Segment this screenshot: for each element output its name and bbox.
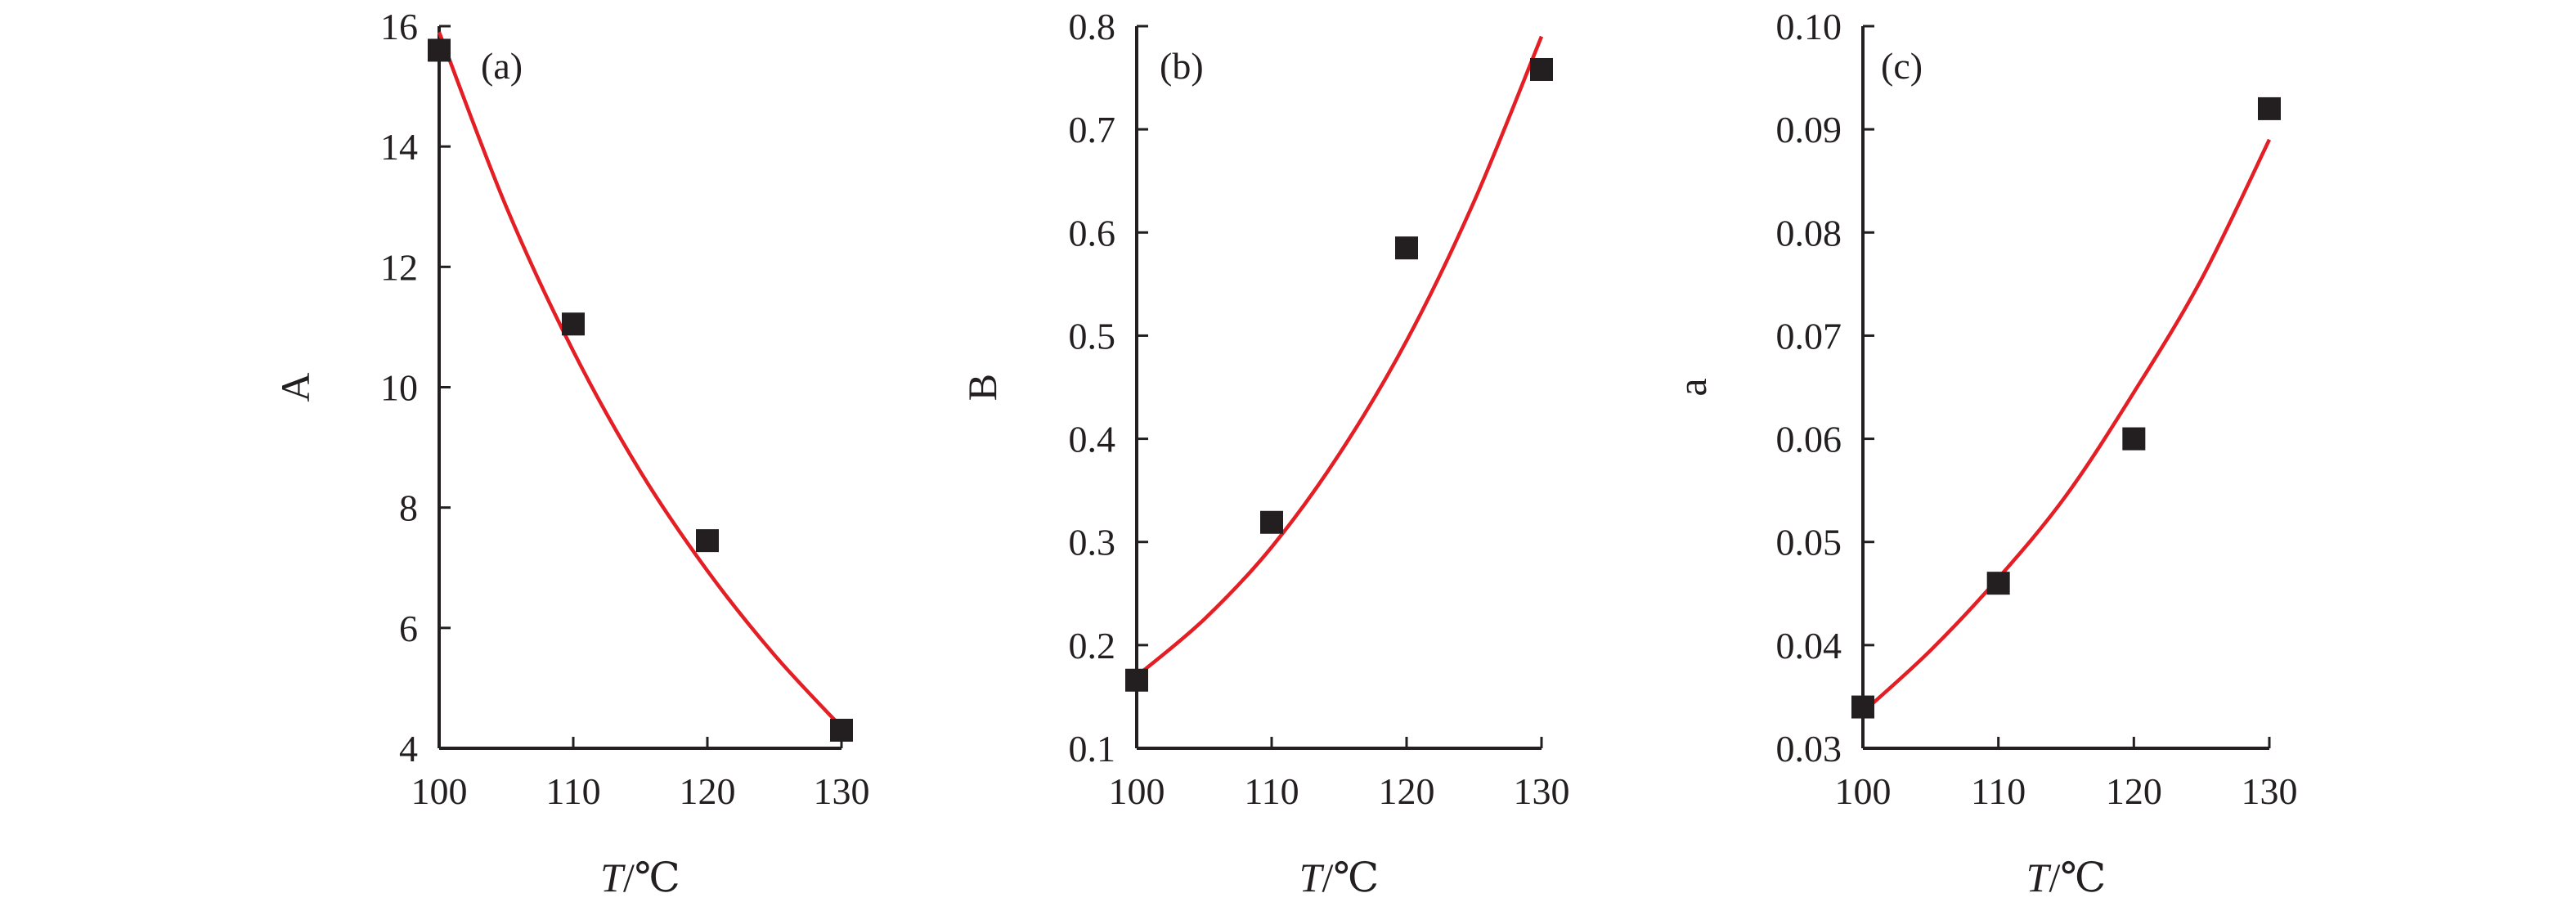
x-tick-label: 100 [1109,770,1165,812]
y-tick-label: 4 [399,728,418,770]
y-tick-label: 8 [399,487,418,529]
data-point [1125,668,1148,692]
x-axis-title: T/℃ [1299,855,1380,900]
x-axis-title-variable: T [600,855,626,900]
x-tick-label: 110 [1971,770,2026,812]
x-axis-title: T/℃ [600,855,680,900]
panel-label: (b) [1160,45,1204,87]
y-tick-label: 14 [380,126,418,168]
y-tick-label: 0.8 [1069,6,1116,47]
y-tick-label: 0.03 [1776,728,1842,770]
x-tick-label: 120 [1379,770,1435,812]
y-tick-label: 0.09 [1776,109,1842,150]
data-point [830,718,853,742]
y-axis-title: A [272,372,318,402]
x-axis-title: T/℃ [2026,855,2107,900]
x-tick-label: 120 [680,770,736,812]
chart-panel-2: 0.1 0.2 0.3 0.4 0.5 0.6 0.7 0.8 100 110 120 130 B T/℃… [959,6,1570,900]
data-point [562,312,585,336]
y-tick-label: 0.5 [1069,315,1116,357]
x-axis-title-unit: /℃ [623,855,680,900]
y-tick-label: 0.6 [1069,212,1116,254]
x-tick-label: 110 [1244,770,1299,812]
y-tick-label: 0.7 [1069,109,1116,150]
y-tick-label: 10 [380,367,418,409]
x-tick-label: 100 [411,770,468,812]
x-tick-label: 110 [545,770,600,812]
fit-curve [1135,35,1544,678]
x-tick-label: 120 [2106,770,2162,812]
y-tick-label: 0.4 [1069,419,1116,460]
x-axis-title-variable: T [1299,855,1325,900]
fit-curve [1861,138,2272,714]
y-tick-label: 0.2 [1069,625,1116,666]
y-tick-label: 12 [380,246,418,288]
y-tick-label: 0.05 [1776,522,1842,563]
y-tick-label: 16 [380,6,418,47]
y-axis-title: a [1669,378,1715,396]
y-tick-label: 0.10 [1776,6,1842,47]
chart-panel-3: 0.03 0.04 0.05 0.06 0.07 0.08 0.09 0.10 100 110 12… [1669,6,2298,900]
y-tick-label: 0.06 [1776,419,1842,460]
data-point [1530,57,1553,81]
data-point [1851,695,1874,719]
data-point [2122,427,2146,451]
x-tick-label: 130 [814,770,870,812]
fit-curve [437,31,843,729]
y-tick-label: 0.04 [1776,625,1842,666]
data-point [1986,572,2010,595]
x-axis-title-variable: T [2026,855,2052,900]
x-tick-label: 100 [1835,770,1892,812]
y-tick-label: 0.08 [1776,212,1842,254]
data-point [1260,510,1283,534]
y-tick-label: 0.1 [1069,728,1116,770]
y-tick-label: 0.3 [1069,522,1116,563]
y-tick-label: 0.07 [1776,315,1842,357]
x-axis-title-unit: /℃ [2049,855,2106,900]
data-point [1395,236,1418,260]
data-point [696,529,719,553]
y-tick-label: 6 [399,608,418,649]
data-point [2258,96,2281,120]
chart-panel-1: 4 6 8 10 12 14 16 100 110 120 130 A T/℃ (a) [272,6,870,900]
x-tick-label: 130 [1514,770,1570,812]
x-axis-title-unit: /℃ [1322,855,1379,900]
x-tick-label: 130 [2242,770,2298,812]
y-axis-title: B [959,374,1005,401]
panel-label: (a) [481,45,523,87]
data-point [428,38,451,62]
panel-label: (c) [1881,45,1923,87]
